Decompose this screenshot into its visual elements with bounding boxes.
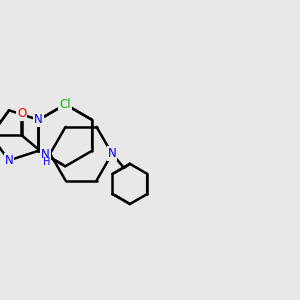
Text: H: H — [43, 158, 50, 167]
Text: N: N — [108, 147, 116, 160]
Text: N: N — [4, 154, 13, 167]
Text: N: N — [34, 113, 43, 126]
Text: N: N — [41, 148, 50, 161]
Text: O: O — [17, 107, 26, 120]
Text: Cl: Cl — [59, 98, 71, 111]
